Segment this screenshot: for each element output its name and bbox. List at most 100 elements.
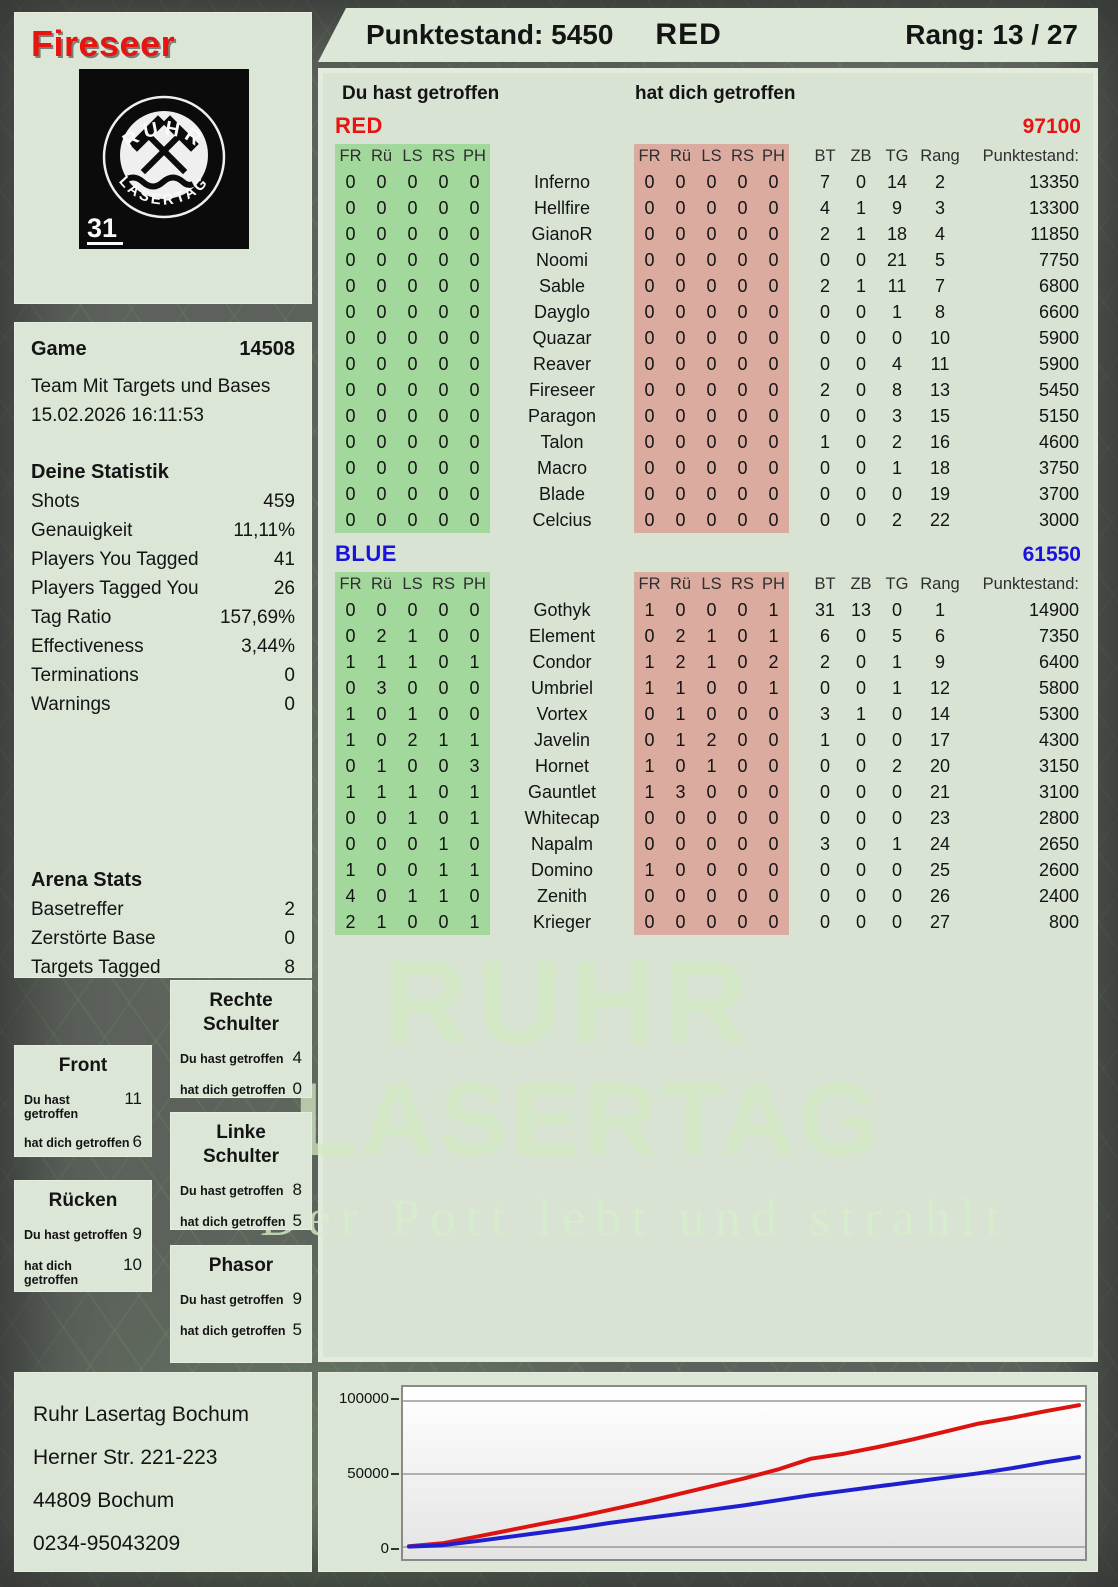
them-hit-cell: 0 (634, 727, 665, 753)
you-hit-cell: 0 (428, 675, 459, 701)
address-line: 44809 Bochum (33, 1489, 175, 1512)
you-hit-cell: 0 (366, 325, 397, 351)
zb-cell: 0 (855, 755, 866, 776)
stat-row-value: 3,44% (241, 636, 295, 657)
arena-stat-row-value: 0 (284, 928, 295, 949)
hit-box-them-row: hat dich getroffen 6 (24, 1132, 142, 1152)
them-hit-cell: 0 (634, 623, 665, 649)
you-hit-cell: 2 (366, 623, 397, 649)
player-row: 1 0 1 0 0 Vortex 0 1 0 0 0 3 1 0 14 5300 (335, 701, 1081, 727)
bt-cell: 0 (819, 353, 830, 374)
you-hit-cell: 0 (366, 507, 397, 533)
punktestand-cell: 2600 (1038, 859, 1079, 880)
you-hit-cell: 0 (366, 597, 397, 623)
tg-cell: 0 (891, 781, 902, 802)
them-hit-cell: 0 (665, 883, 696, 909)
punktestand-cell: 13300 (1028, 197, 1079, 218)
you-hit-value: 9 (292, 1289, 302, 1308)
them-hit-cell: 0 (696, 195, 727, 221)
zb-cell: 1 (855, 197, 866, 218)
you-hit-cell: 0 (335, 805, 366, 831)
you-hit-cell: 0 (428, 597, 459, 623)
tg-cell: 0 (891, 729, 902, 750)
player-name-cell: Gothyk (533, 599, 591, 620)
zb-cell: 1 (855, 275, 866, 296)
tg-cell: 21 (886, 249, 908, 270)
bt-cell: 0 (819, 755, 830, 776)
player-row: 0 0 0 0 0 Inferno 0 0 0 0 0 7 0 14 2 13350 (335, 169, 1081, 195)
you-hit-label: Du hast getroffen (180, 1184, 284, 1198)
them-hit-value: 5 (292, 1211, 302, 1230)
you-hit-cell: 1 (335, 727, 366, 753)
hit-col-header: LS (397, 572, 428, 597)
them-hit-cell: 1 (634, 649, 665, 675)
you-hit-cell: 0 (428, 273, 459, 299)
them-hit-cell: 0 (758, 221, 789, 247)
bt-cell: 0 (819, 457, 830, 478)
chart-ytick-mark (391, 1398, 399, 1401)
player-row: 0 0 0 0 0 Sable 0 0 0 0 0 2 1 11 7 6800 (335, 273, 1081, 299)
you-hit-cell: 0 (366, 455, 397, 481)
arena-stat-row-value: 8 (284, 957, 295, 978)
player-name-cell: Reaver (532, 353, 592, 374)
bt-cell: 0 (819, 911, 830, 932)
tg-cell: 11 (887, 275, 907, 296)
stat-row: Players Tagged You 26 (31, 574, 295, 603)
zb-cell: 0 (855, 379, 866, 400)
them-hit-cell: 0 (758, 299, 789, 325)
you-hit-cell: 0 (397, 169, 428, 195)
them-hit-cell: 1 (634, 857, 665, 883)
tg-cell: 4 (891, 353, 902, 374)
you-hit-cell: 0 (366, 857, 397, 883)
stat-row-value: 0 (284, 665, 295, 686)
them-hit-cell: 0 (634, 883, 665, 909)
table-header-row: FR Rü LS RS PH FR Rü LS RS PH BT ZB TG Rang Punktestan… (335, 572, 1081, 597)
you-hit-cell: 0 (366, 403, 397, 429)
arena-stat-row-value: 2 (284, 899, 295, 920)
game-title-row: Game 14508 (31, 335, 295, 364)
stat-col-header: Punktestand: (982, 147, 1079, 165)
them-hit-cell: 0 (727, 701, 758, 727)
stat-row: Warnings 0 (31, 690, 295, 719)
you-hit-cell: 1 (366, 753, 397, 779)
stat-row: Players You Tagged 41 (31, 545, 295, 574)
stat-col-header: ZB (850, 147, 872, 165)
them-hit-cell: 0 (665, 273, 696, 299)
rang-cell: 24 (929, 833, 951, 854)
address-line: 0234-95043209 (33, 1532, 181, 1555)
column-group-headers: Du hast getroffen hat dich getroffen (335, 81, 1081, 113)
you-hit-cell: 0 (335, 195, 366, 221)
arena-stat-row: Targets Tagged 8 (31, 953, 295, 978)
you-hit-cell: 0 (459, 831, 490, 857)
tg-cell: 0 (891, 807, 902, 828)
you-hit-cell: 0 (366, 169, 397, 195)
you-hit-cell: 0 (459, 273, 490, 299)
stat-row-label: Players Tagged You (31, 578, 199, 599)
them-hit-cell: 0 (665, 351, 696, 377)
them-hit-cell: 0 (696, 857, 727, 883)
punktestand-cell: 6800 (1038, 275, 1079, 296)
them-hit-cell: 0 (665, 909, 696, 935)
player-name-cell: Macro (536, 457, 587, 478)
hit-col-header: RS (727, 144, 758, 169)
them-hit-cell: 1 (665, 675, 696, 701)
them-hit-cell: 0 (634, 169, 665, 195)
player-name-cell: Dayglo (533, 301, 591, 322)
player-row: 0 0 0 0 0 Macro 0 0 0 0 0 0 0 1 18 3750 (335, 455, 1081, 481)
you-hit-cell: 0 (335, 169, 366, 195)
player-row: 1 1 1 0 1 Condor 1 2 1 0 2 2 0 1 9 6400 (335, 649, 1081, 675)
zb-cell: 0 (855, 781, 866, 802)
bt-cell: 2 (819, 275, 830, 296)
them-hit-label: hat dich getroffen (180, 1324, 286, 1338)
header-score: Punktestand: 5450 (366, 19, 614, 50)
them-hit-cell: 0 (665, 169, 696, 195)
zb-cell: 0 (855, 885, 866, 906)
rang-cell: 6 (934, 625, 945, 646)
you-hit-cell: 0 (459, 623, 490, 649)
them-hit-label: hat dich getroffen (180, 1215, 286, 1229)
score-chart-panel: 0 50000 100000 (318, 1372, 1098, 1572)
player-row: 0 1 0 0 3 Hornet 1 0 1 0 0 0 0 2 20 3150 (335, 753, 1081, 779)
them-hit-cell: 0 (758, 701, 789, 727)
them-hit-cell: 0 (665, 597, 696, 623)
